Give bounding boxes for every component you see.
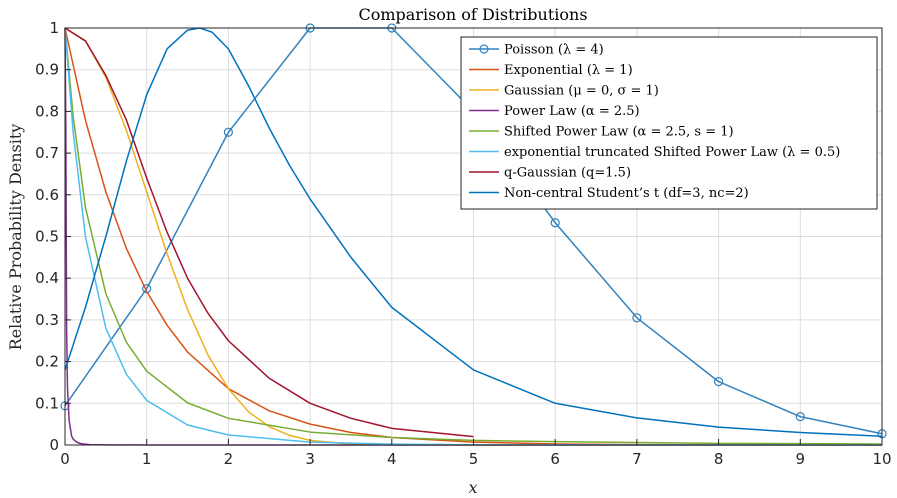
legend-label: Power Law (α = 2.5) (504, 104, 640, 119)
y-tick-label: 0.8 (35, 102, 59, 120)
legend-label: Exponential (λ = 1) (504, 63, 633, 78)
legend-label: Shifted Power Law (α = 2.5, s = 1) (504, 125, 734, 140)
legend: Poisson (λ = 4) Exponential (λ = 1) Gaussi… (460, 36, 878, 210)
y-tick-label: 0.3 (35, 311, 59, 329)
series-line-6 (64, 27, 474, 438)
legend-label: Non-central Student’s t (df=3, nc=2) (504, 186, 749, 201)
x-tick-label: 5 (469, 450, 479, 468)
x-axis-label: x (468, 478, 477, 497)
y-tick-label: 0.1 (35, 394, 59, 412)
data-point (550, 218, 560, 228)
x-tick-label: 3 (305, 450, 315, 468)
x-tick-label: 7 (632, 450, 642, 468)
x-tick-label: 1 (142, 450, 152, 468)
y-tick-label: 0.2 (35, 353, 59, 371)
x-tick-label: 2 (224, 450, 234, 468)
legend-box (460, 36, 878, 210)
legend-label: Gaussian (μ = 0, σ = 1) (504, 84, 659, 99)
y-tick-label: 0 (49, 436, 59, 454)
chart-title: Comparison of Distributions (358, 5, 587, 24)
series-line-4 (64, 27, 883, 445)
x-tick-label: 9 (796, 450, 806, 468)
data-point (713, 377, 724, 387)
legend-marker (479, 44, 489, 54)
y-tick-label: 0.6 (35, 186, 59, 204)
data-point (795, 412, 805, 422)
data-point (223, 127, 233, 137)
y-tick-label: 0.7 (35, 144, 59, 162)
y-tick-label: 1 (49, 19, 59, 37)
legend-label: Poisson (λ = 4) (504, 43, 604, 58)
y-tick-label: 0.4 (35, 269, 59, 287)
y-axis-label: Relative Probability Density (6, 124, 25, 351)
x-tick-label: 6 (550, 450, 560, 468)
x-tick-label: 10 (872, 450, 891, 468)
data-point (632, 313, 642, 323)
x-tick-label: 4 (387, 450, 397, 468)
legend-label: q-Gaussian (q=1.5) (504, 166, 631, 181)
series-line-7 (64, 27, 883, 437)
tick-layer: 0 1 2 3 4 5 6 7 8 9 10 0 0.1 0.2 0.3 0.4 0.5 0.6 0.7 0.8 0.9… (35, 19, 891, 468)
y-tick-label: 0.9 (35, 61, 59, 79)
series-layer (60, 23, 887, 446)
legend-label: exponential truncated Shifted Power Law … (504, 145, 840, 160)
y-tick-label: 0.5 (35, 228, 59, 246)
x-tick-label: 0 (60, 450, 70, 468)
x-tick-label: 8 (714, 450, 724, 468)
